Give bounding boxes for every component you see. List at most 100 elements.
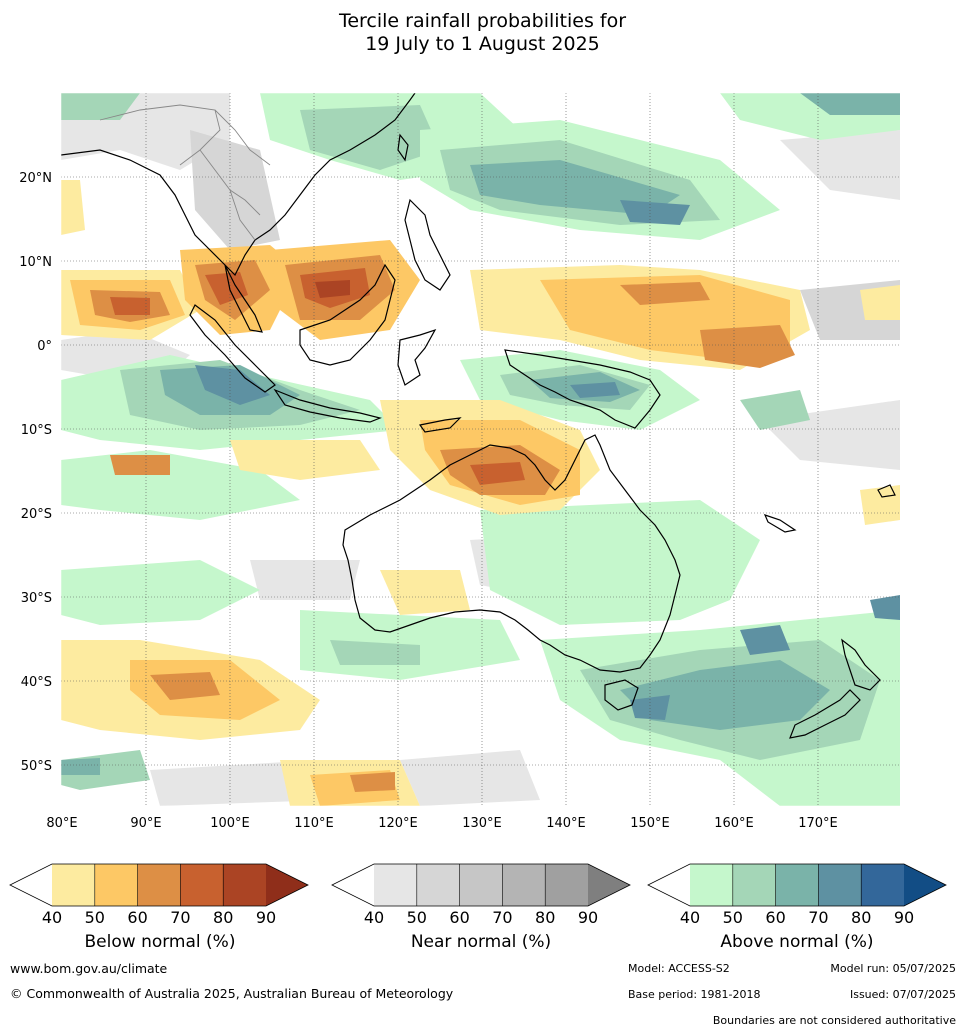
colorbar-segment: [861, 864, 904, 906]
colorbar-tick-label: 40: [680, 908, 700, 927]
lat-label: 10°N: [19, 255, 52, 270]
colorbar-segment: [374, 864, 417, 906]
new-guinea-coastline: [504, 349, 661, 429]
colorbar-tick-label: 60: [449, 908, 469, 927]
colorbar-tick-label: 80: [213, 908, 233, 927]
colorbar-tick-label: 70: [808, 908, 828, 927]
australia-coastline: [342, 434, 681, 673]
colorbar-segment: [775, 864, 819, 906]
colorbar-extension-low: [648, 864, 690, 906]
colorbar-segment: [732, 864, 776, 906]
map-frame: [60, 92, 902, 807]
philippines-coastline: [404, 198, 451, 291]
malay-peninsula-coastline: [224, 264, 263, 333]
colorbar-segment: [818, 864, 862, 906]
colorbar-tick-label: 50: [723, 908, 743, 927]
lon-label: 80°E: [46, 816, 77, 831]
colorbar-tick-label: 50: [407, 908, 427, 927]
longitude-labels: 80°E 90°E 100°E 110°E 120°E 130°E 140°E …: [46, 816, 837, 831]
new-zealand-north: [841, 638, 881, 691]
colorbar-extension-low: [332, 864, 374, 906]
colorbar-near-normal: 40 50 60 70 80 90: [331, 863, 631, 927]
disclaimer-text: Boundaries are not considered authoritat…: [712, 1014, 956, 1027]
colorbar-segment: [180, 864, 224, 906]
colorbar-extension-low: [10, 864, 52, 906]
colorbar-tick-label: 50: [85, 908, 105, 927]
colorbar-extension-high: [588, 864, 630, 906]
colorbar-segment: [502, 864, 546, 906]
above-normal-patches: [61, 93, 900, 806]
colorbar-segment: [52, 864, 95, 906]
lat-label: 0°: [37, 339, 52, 354]
colorbar-segment: [416, 864, 460, 906]
lon-label: 160°E: [714, 816, 754, 831]
colorbar-extension-high: [266, 864, 308, 906]
colorbar-label-near-normal: Near normal (%): [410, 932, 552, 952]
model-run-text: Model run: 05/07/2025: [830, 962, 956, 975]
lon-label: 90°E: [130, 816, 161, 831]
colorbar-segment: [137, 864, 181, 906]
issued-text: Issued: 07/07/2025: [849, 988, 956, 1001]
colorbar-tick-label: 70: [492, 908, 512, 927]
timor-coastline: [418, 417, 462, 433]
colorbar-tick-label: 40: [42, 908, 62, 927]
colorbar-extension-high: [904, 864, 946, 906]
lon-label: 100°E: [210, 816, 250, 831]
lon-label: 130°E: [462, 816, 502, 831]
coastlines: [61, 93, 896, 739]
lon-label: 150°E: [630, 816, 670, 831]
model-text: Model: ACCESS-S2: [628, 962, 730, 975]
lat-label: 20°S: [21, 507, 52, 522]
borneo-coastline: [299, 263, 396, 366]
java-coastline: [273, 388, 382, 423]
sulawesi-coastline: [397, 328, 437, 386]
gridlines: [61, 93, 901, 806]
title-line-2: 19 July to 1 August 2025: [365, 33, 600, 55]
colorbar-tick-label: 60: [765, 908, 785, 927]
lat-label: 20°N: [19, 171, 52, 186]
website-text: www.bom.gov.au/climate: [10, 961, 168, 976]
colorbar-label-below-normal: Below normal (%): [84, 932, 236, 952]
lon-label: 140°E: [546, 816, 586, 831]
lon-label: 170°E: [798, 816, 838, 831]
map-title: Tercile rainfall probabilities for 19 Ju…: [0, 10, 965, 56]
new-caledonia-coastline: [763, 514, 797, 533]
colorbar-tick-label: 40: [364, 908, 384, 927]
copyright-text: © Commonwealth of Australia 2025, Austra…: [10, 986, 454, 1001]
colorbar-outline: [331, 863, 631, 907]
colorbar-segment: [545, 864, 588, 906]
fiji-coastline: [877, 484, 896, 498]
colorbar-tick-label: 60: [127, 908, 147, 927]
country-borders: [99, 104, 271, 241]
colorbar-segment: [94, 864, 138, 906]
lon-label: 110°E: [294, 816, 334, 831]
colorbar-tick-label: 80: [851, 908, 871, 927]
colorbar-outline: [647, 863, 947, 907]
colorbar-outline: [9, 863, 309, 907]
colorbar-segment: [223, 864, 266, 906]
colorbar-below-normal: 40 50 60 70 80 90: [9, 863, 309, 927]
colorbar-tick-label: 70: [170, 908, 190, 927]
colorbar-tick-label: 90: [894, 908, 914, 927]
colorbar-tick-label: 80: [535, 908, 555, 927]
lat-label: 30°S: [21, 591, 52, 606]
lon-label: 120°E: [378, 816, 418, 831]
colorbar-above-normal: 40 50 60 70 80 90: [647, 863, 947, 927]
colorbar-segment: [690, 864, 733, 906]
lat-label: 10°S: [21, 423, 52, 438]
taiwan-coastline: [397, 133, 409, 162]
title-line-1: Tercile rainfall probabilities for: [338, 10, 627, 32]
colorbar-tick-label: 90: [256, 908, 276, 927]
colorbar-segment: [459, 864, 503, 906]
sumatra-coastline: [189, 304, 276, 393]
map-plot-area: [61, 93, 901, 806]
lat-label: 50°S: [21, 759, 52, 774]
tasmania-coastline: [604, 679, 639, 711]
colorbar-label-above-normal: Above normal (%): [720, 932, 874, 952]
mainland-asia-coastline: [61, 93, 416, 277]
lat-label: 40°S: [21, 675, 52, 690]
latitude-labels: 20°N 10°N 0° 10°S 20°S 30°S 40°S 50°S: [19, 171, 52, 774]
base-period-text: Base period: 1981-2018: [628, 988, 761, 1001]
new-zealand-south: [789, 689, 861, 739]
